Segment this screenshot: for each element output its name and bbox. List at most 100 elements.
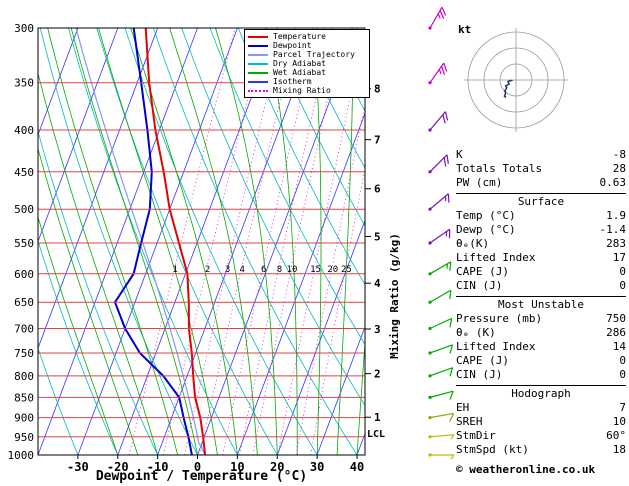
hodograph-ring bbox=[483, 47, 549, 113]
stat-row: θₑ(K) 283 bbox=[456, 237, 626, 251]
copyright-label: © weatheronline.co.uk bbox=[456, 463, 596, 476]
legend-swatch-parcel-trajectory bbox=[248, 53, 268, 56]
pressure-tick-label: 650 bbox=[14, 296, 34, 309]
stat-value: 60° bbox=[606, 429, 626, 442]
stat-row: Totals Totals 28 bbox=[456, 162, 626, 176]
hodograph-ring bbox=[499, 63, 533, 97]
temperature-tick-label: 20 bbox=[270, 460, 284, 474]
stat-value: 283 bbox=[606, 237, 626, 250]
stat-value: 286 bbox=[606, 326, 626, 339]
mixing-ratio-value: 10 bbox=[287, 265, 298, 275]
hodograph bbox=[464, 28, 568, 132]
legend-item: Isotherm bbox=[248, 77, 366, 86]
legend-item: Wet Adiabat bbox=[248, 68, 366, 77]
wind-barb bbox=[428, 434, 455, 440]
stat-value: -8 bbox=[612, 148, 626, 161]
temperature-tick-label: 30 bbox=[310, 460, 324, 474]
mixing-ratio-value: 20 bbox=[327, 265, 338, 275]
stat-label: Pressure (mb) bbox=[456, 312, 543, 325]
stat-label: Lifted Index bbox=[456, 340, 536, 353]
stat-label: Totals Totals bbox=[456, 162, 543, 175]
wind-barb bbox=[428, 154, 449, 174]
km-tick-label: 6 bbox=[374, 183, 381, 196]
plot-frame bbox=[37, 27, 366, 456]
stat-row: Pressure (mb) 750 bbox=[456, 312, 626, 326]
stat-label: CIN (J) bbox=[456, 368, 503, 381]
mixing-ratio-value: 25 bbox=[341, 265, 352, 275]
section-title: Hodograph bbox=[511, 387, 571, 400]
wind-barb bbox=[428, 289, 452, 304]
stat-value: 0 bbox=[619, 265, 626, 278]
wind-barb bbox=[428, 261, 452, 276]
stat-value: 14 bbox=[612, 340, 626, 353]
pressure-tick-label: 550 bbox=[14, 237, 34, 250]
pressure-tick-label: 300 bbox=[14, 22, 34, 35]
stat-row: PW (cm) 0.63 bbox=[456, 176, 626, 190]
stat-value: 18 bbox=[612, 443, 626, 456]
pressure-tick-label: 500 bbox=[14, 203, 34, 216]
x-axis-label: Dewpoint / Temperature (°C) bbox=[95, 469, 308, 484]
stat-row: StmDir 60° bbox=[456, 429, 626, 443]
stat-value: 0 bbox=[619, 368, 626, 381]
legend-swatch-wet-adiabat bbox=[248, 71, 268, 74]
legend-item: Dewpoint bbox=[248, 41, 366, 50]
mixing-ratio-value: 2 bbox=[205, 265, 210, 275]
stat-row: StmSpd (kt) 18 bbox=[456, 443, 626, 457]
km-tick-label: 5 bbox=[374, 230, 381, 243]
wind-barb bbox=[428, 317, 453, 331]
legend-item-label: Parcel Trajectory bbox=[273, 50, 355, 59]
pressure-tick-label: 750 bbox=[14, 347, 34, 360]
wind-barb bbox=[428, 390, 454, 400]
stat-label: StmDir bbox=[456, 429, 496, 442]
temperature-tick-label: -20 bbox=[107, 460, 129, 474]
lcl-label: LCL bbox=[367, 429, 386, 440]
mixing-ratio-axis-label: Mixing Ratio (g/kg) bbox=[388, 233, 401, 359]
wind-barb bbox=[428, 111, 449, 132]
legend: Temperature Dewpoint Parcel Trajectory Dry … bbox=[244, 29, 370, 98]
stat-value: 0 bbox=[619, 354, 626, 367]
legend-item-label: Dewpoint bbox=[273, 41, 312, 50]
section-title: Surface bbox=[517, 195, 565, 208]
stat-value: 28 bbox=[612, 162, 626, 175]
stats-panel: K -8 Totals Totals 28 PW (cm) 0.63 Surface Temp… bbox=[456, 148, 626, 457]
legend-item-label: Dry Adiabat bbox=[273, 59, 326, 68]
stat-label: θₑ (K) bbox=[456, 326, 496, 339]
stat-row: CAPE (J) 0 bbox=[456, 354, 626, 368]
wind-barb bbox=[428, 193, 450, 211]
stat-row: Lifted Index 14 bbox=[456, 340, 626, 354]
mixing-ratio-value: 8 bbox=[277, 265, 282, 275]
stat-label: Dewp (°C) bbox=[456, 223, 516, 236]
legend-swatch-dewpoint bbox=[248, 44, 268, 47]
stat-label: SREH bbox=[456, 415, 483, 428]
pressure-tick-label: 700 bbox=[14, 323, 34, 336]
legend-item-label: Temperature bbox=[273, 32, 326, 41]
wind-barb bbox=[428, 453, 455, 460]
stat-label: Lifted Index bbox=[456, 251, 536, 264]
temperature-tick-label: 40 bbox=[350, 460, 364, 474]
section-divider bbox=[456, 193, 626, 194]
stat-row: CAPE (J) 0 bbox=[456, 265, 626, 279]
wind-barb bbox=[428, 62, 448, 85]
stat-value: 17 bbox=[612, 251, 626, 264]
km-tick-label: 2 bbox=[374, 368, 381, 381]
legend-item-label: Wet Adiabat bbox=[273, 68, 326, 77]
mixing-ratio-value: 1 bbox=[173, 265, 178, 275]
legend-swatch-mixing-ratio bbox=[248, 89, 268, 92]
km-tick-label: 4 bbox=[374, 277, 381, 290]
pressure-tick-label: 350 bbox=[14, 77, 34, 90]
legend-item-label: Mixing Ratio bbox=[273, 86, 331, 95]
stat-label: CAPE (J) bbox=[456, 354, 509, 367]
mixing-ratio-value: 4 bbox=[240, 265, 245, 275]
wind-barb bbox=[428, 412, 455, 422]
temperature-tick-label: 0 bbox=[194, 460, 201, 474]
hodograph-trace bbox=[503, 79, 513, 98]
stat-label: StmSpd (kt) bbox=[456, 443, 529, 456]
stat-label: CIN (J) bbox=[456, 279, 503, 292]
section-divider bbox=[456, 385, 626, 386]
legend-item: Dry Adiabat bbox=[248, 59, 366, 68]
stat-value: -1.4 bbox=[599, 223, 627, 236]
section-title: Most Unstable bbox=[497, 298, 585, 311]
mixing-ratio-value: 6 bbox=[261, 265, 266, 275]
stat-label: CAPE (J) bbox=[456, 265, 509, 278]
stat-value: 750 bbox=[606, 312, 626, 325]
